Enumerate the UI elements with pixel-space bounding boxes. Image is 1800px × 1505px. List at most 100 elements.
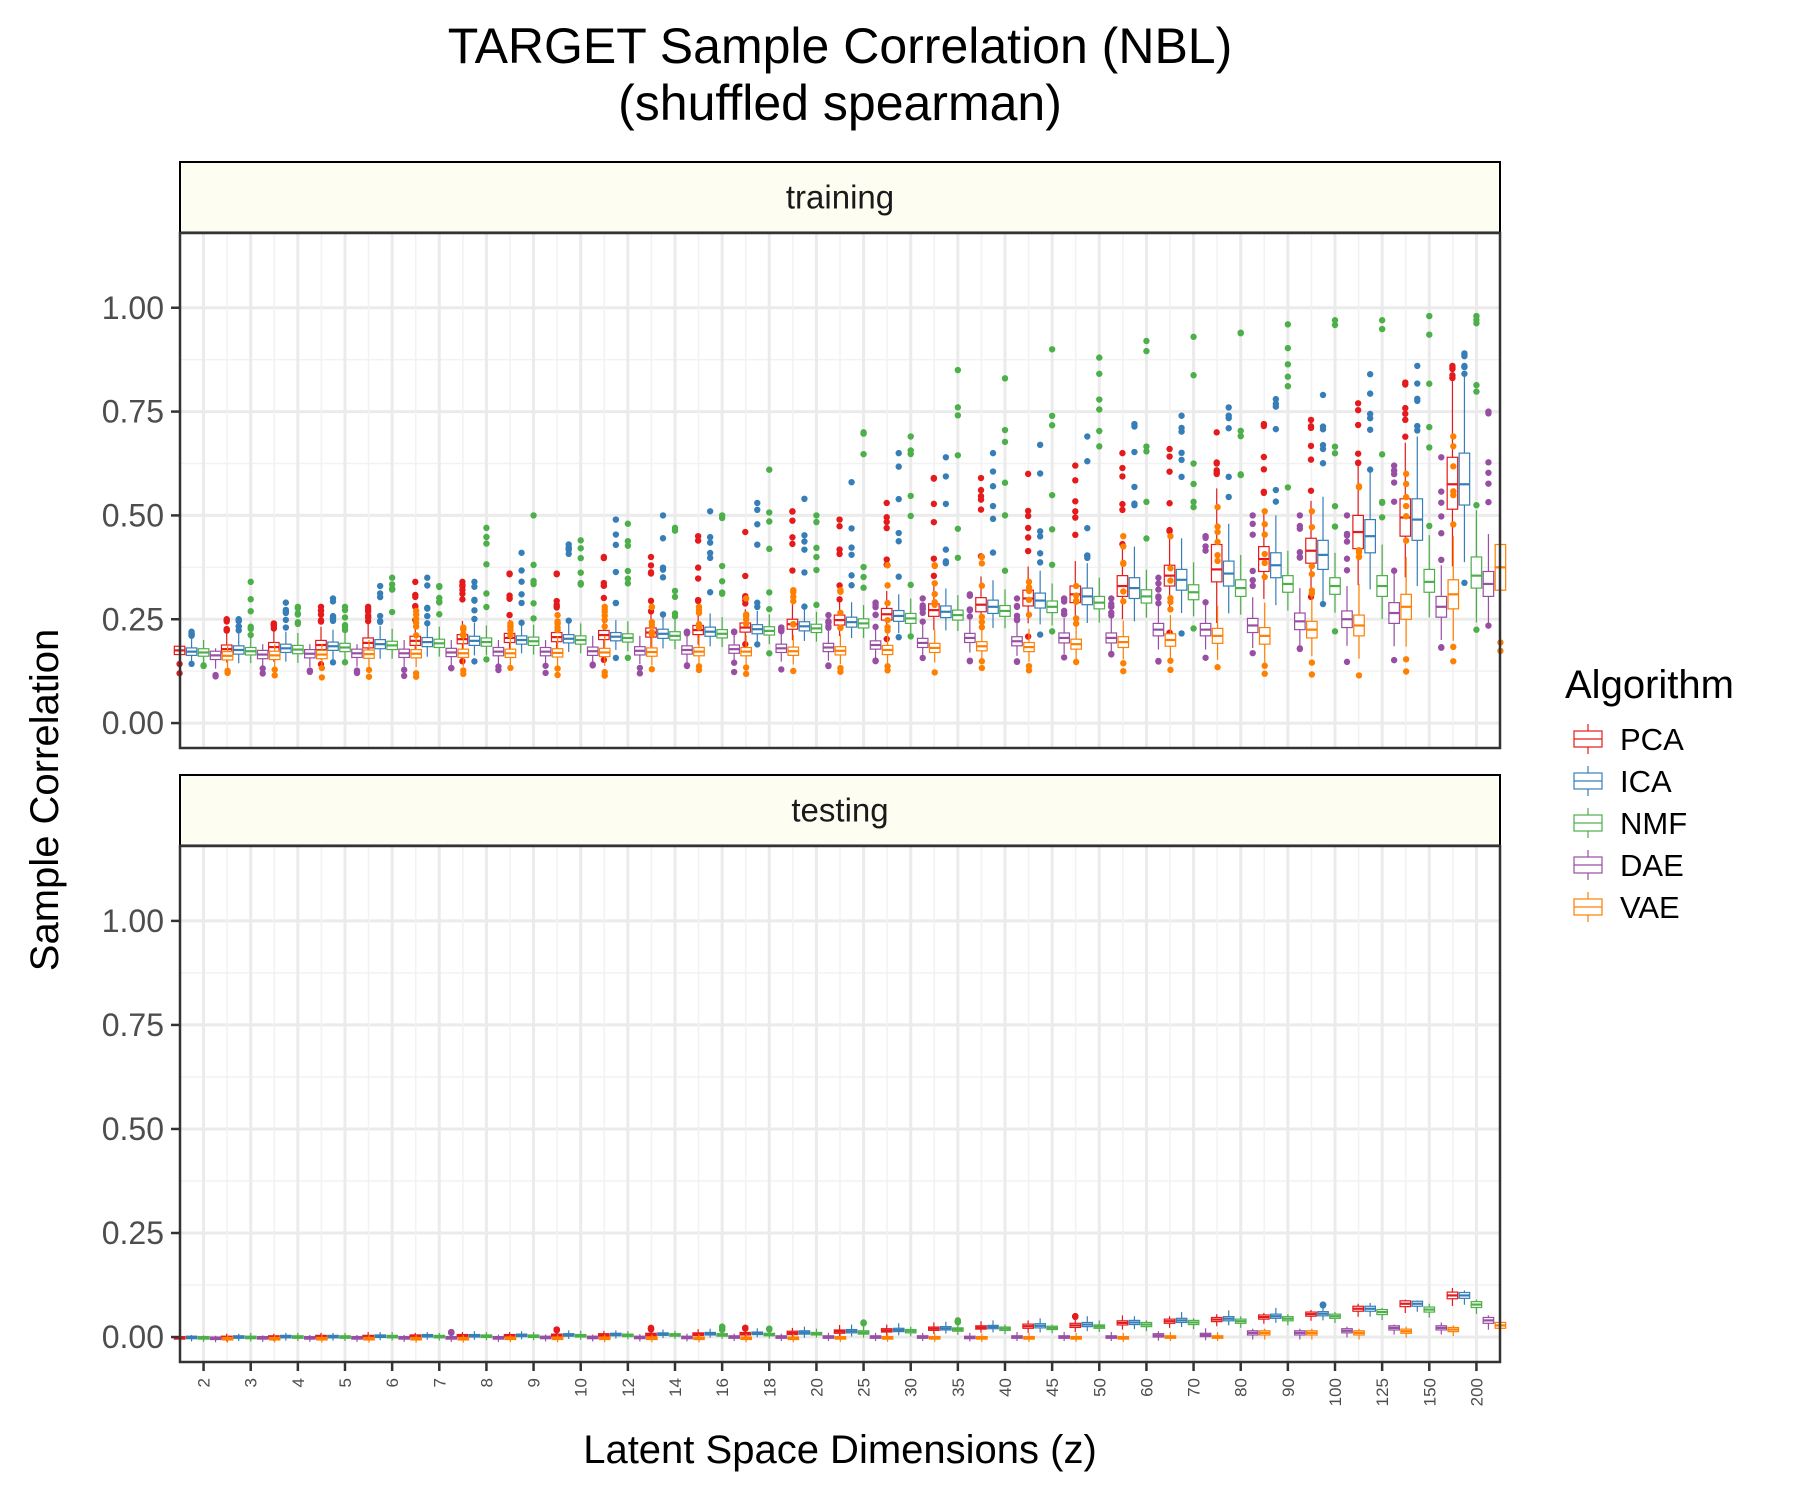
outlier-point: [329, 659, 337, 666]
outlier-point: [1096, 354, 1103, 361]
outlier-point: [1461, 363, 1468, 371]
x-tick-label: 45: [1043, 1378, 1062, 1397]
outlier-point: [884, 667, 891, 674]
outlier-point: [577, 554, 584, 562]
outlier-point: [1178, 473, 1185, 481]
outlier-point: [1485, 459, 1492, 466]
outlier-point: [1202, 547, 1209, 554]
outlier-point: [612, 654, 620, 662]
outlier-point: [1331, 628, 1339, 635]
chart-title-line1: TARGET Sample Correlation (NBL): [448, 18, 1233, 74]
box-NMF-18: [763, 466, 776, 657]
box-ICA-60: [1128, 1316, 1141, 1330]
outlier-point: [1438, 530, 1445, 537]
outlier-point: [989, 449, 997, 457]
y-tick-label: 1.00: [102, 903, 164, 939]
box-VAE-7: [457, 1334, 470, 1343]
box-NMF-14: [669, 1330, 681, 1339]
legend-item-VAE: VAE: [1573, 890, 1680, 925]
outlier-point: [766, 466, 773, 473]
box-VAE-16: [740, 1334, 752, 1343]
outlier-point: [789, 517, 796, 524]
box-VAE-25: [881, 562, 894, 674]
outlier-point: [1426, 380, 1433, 387]
box-VAE-80: [1258, 508, 1271, 677]
box-VAE-70: [1211, 1332, 1224, 1342]
outlier-point: [1390, 479, 1398, 486]
outlier-point: [259, 670, 266, 677]
outlier-point: [872, 601, 879, 608]
outlier-point: [1214, 538, 1221, 546]
outlier-point: [683, 628, 691, 636]
outlier-point: [1402, 470, 1410, 478]
outlier-point: [1308, 659, 1316, 666]
box-PCA-10: [550, 1326, 563, 1340]
x-tick-label: 7: [430, 1378, 449, 1387]
box-ICA-45: [1034, 441, 1046, 638]
outlier-point: [600, 594, 608, 602]
box-DAE-4: [304, 1334, 316, 1342]
box-DAE-25: [869, 599, 882, 665]
box-VAE-70: [1211, 503, 1224, 671]
x-tick-label: 60: [1137, 1378, 1156, 1397]
box-DAE-10: [586, 635, 599, 669]
outlier-point: [1319, 391, 1327, 399]
outlier-point: [1155, 594, 1162, 601]
outlier-point: [1378, 317, 1386, 324]
outlier-point: [483, 533, 490, 541]
outlier-point: [1060, 611, 1068, 618]
outlier-point: [836, 596, 843, 603]
outlier-point: [1366, 426, 1374, 433]
box-VAE-8: [504, 1334, 517, 1343]
box-NMF-80: [1234, 1316, 1247, 1328]
outlier-point: [942, 546, 950, 553]
x-tick-label: 20: [807, 1378, 826, 1397]
outlier-point: [1450, 433, 1457, 440]
box-ICA-40: [987, 449, 999, 629]
outlier-point: [1120, 660, 1127, 667]
outlier-point: [1438, 488, 1445, 495]
outlier-point: [1249, 576, 1256, 584]
outlier-point: [978, 664, 986, 672]
box-DAE-60: [1152, 1331, 1165, 1341]
outlier-point: [706, 549, 714, 557]
outlier-point: [1048, 628, 1056, 635]
outlier-point: [1155, 580, 1162, 587]
outlier-point: [518, 599, 525, 607]
x-tick-label: 35: [949, 1378, 968, 1397]
box-DAE-35: [964, 1332, 976, 1342]
box-VAE-3: [268, 644, 281, 679]
series-NMF: [197, 312, 1483, 670]
outlier-point: [1402, 381, 1409, 388]
outlier-point: [1438, 499, 1445, 506]
outlier-point: [1426, 423, 1433, 431]
outlier-point: [978, 613, 986, 621]
outlier-point: [448, 664, 455, 672]
outlier-point: [1354, 406, 1362, 414]
box-NMF-8: [480, 1332, 493, 1341]
box-ICA-9: [515, 549, 528, 654]
outlier-point: [1155, 657, 1162, 665]
series-DAE: [209, 1315, 1495, 1343]
outlier-point: [1001, 512, 1009, 519]
outlier-point: [565, 550, 572, 558]
box-VAE-10: [598, 603, 611, 679]
outlier-point: [223, 625, 230, 633]
outlier-point: [1414, 362, 1421, 370]
outlier-point: [1450, 643, 1457, 651]
outlier-point: [1096, 427, 1103, 435]
outlier-point: [978, 618, 986, 626]
outlier-point: [895, 449, 902, 457]
outlier-point: [200, 662, 207, 670]
x-tick-label: 4: [289, 1378, 308, 1387]
outlier-point: [329, 617, 337, 625]
box-ICA-14: [657, 512, 669, 649]
outlier-point: [601, 616, 608, 624]
outlier-point: [825, 624, 832, 631]
panel-border: [178, 231, 1502, 750]
outlier-point: [341, 621, 349, 629]
outlier-point: [624, 542, 632, 549]
outlier-point: [695, 606, 703, 614]
outlier-point: [459, 596, 466, 603]
outlier-point: [1366, 466, 1374, 473]
